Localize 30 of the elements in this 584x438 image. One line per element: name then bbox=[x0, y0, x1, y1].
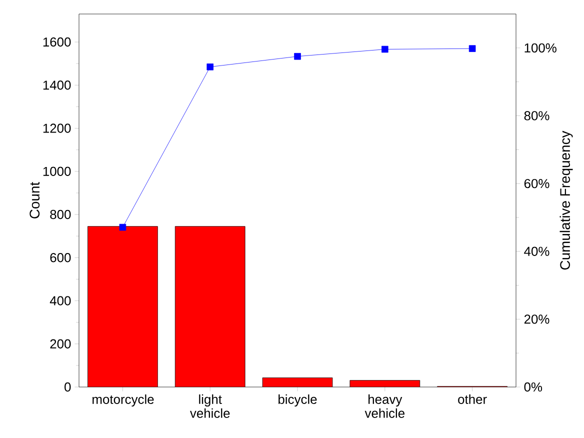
y-tick-label: 0 bbox=[64, 382, 71, 392]
y-tick-label: 800 bbox=[50, 210, 71, 220]
y-tick-label: 200 bbox=[50, 339, 71, 348]
x-tick-label: light vehicle bbox=[190, 394, 230, 418]
x-tick-label: other bbox=[458, 394, 487, 404]
bar bbox=[262, 378, 332, 387]
bar bbox=[88, 226, 158, 387]
y-tick-label: 1600 bbox=[43, 37, 71, 47]
y2-tick-label: 40% bbox=[524, 246, 550, 256]
point bbox=[294, 52, 301, 60]
y-tick-label: 1400 bbox=[43, 80, 71, 90]
x-tick-label: motorcycle bbox=[92, 394, 154, 407]
y-tick-label: 600 bbox=[50, 253, 71, 262]
y2-axis-title: Cumulative Frequency bbox=[560, 130, 573, 270]
y2-tick-label: 0% bbox=[524, 382, 542, 392]
y-tick-label: 400 bbox=[50, 296, 71, 306]
y-tick-label: 1000 bbox=[43, 166, 71, 176]
y2-tick-label: 20% bbox=[524, 314, 550, 324]
bar bbox=[175, 226, 246, 387]
y-tick-label: 1200 bbox=[43, 124, 71, 133]
point bbox=[468, 45, 476, 52]
y-axis-title: Count bbox=[30, 182, 40, 218]
x-tick-label: heavy vehicle bbox=[364, 394, 404, 418]
point bbox=[206, 64, 214, 70]
point bbox=[119, 224, 126, 231]
point bbox=[382, 46, 388, 53]
y2-tick-label: 60% bbox=[524, 178, 550, 188]
x-tick-label: bicycle bbox=[278, 394, 317, 407]
y2-tick-label: 80% bbox=[524, 111, 550, 120]
y2-tick-label: 100% bbox=[524, 43, 556, 52]
